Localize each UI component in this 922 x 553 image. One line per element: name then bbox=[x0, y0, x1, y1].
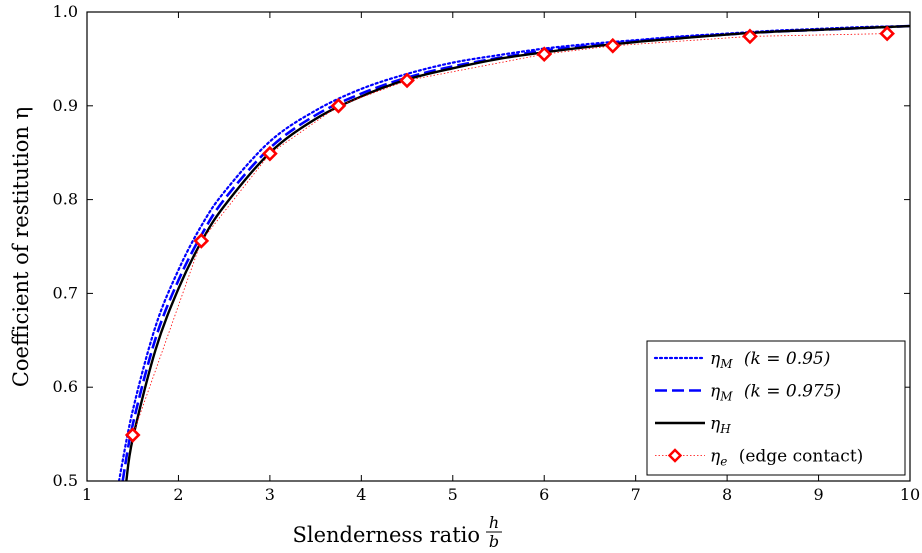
series-layer bbox=[117, 24, 910, 481]
x-tick-label: 2 bbox=[173, 485, 183, 504]
y-tick-label: 0.9 bbox=[53, 96, 78, 115]
x-axis-title: Slenderness ratio bbox=[292, 523, 480, 547]
series-3 bbox=[125, 24, 910, 481]
series-4 bbox=[124, 25, 895, 443]
y-tick-label: 0.7 bbox=[53, 283, 78, 302]
x-axis-title-numerator: h bbox=[489, 513, 499, 532]
x-tick-label: 9 bbox=[813, 485, 823, 504]
data-point-marker bbox=[124, 427, 141, 443]
x-tick-label: 3 bbox=[265, 485, 275, 504]
data-point-marker bbox=[330, 97, 347, 114]
data-point-marker bbox=[742, 28, 758, 45]
y-tick-label: 1.0 bbox=[53, 2, 78, 21]
y-tick-label: 0.6 bbox=[53, 377, 78, 396]
series-line-2 bbox=[121, 24, 910, 481]
data-point-marker bbox=[193, 233, 210, 249]
data-point-marker bbox=[536, 46, 553, 63]
plot-frame bbox=[86, 11, 911, 482]
series-2 bbox=[121, 24, 910, 481]
legend-label: ηM (k = 0.975) bbox=[710, 382, 841, 404]
x-tick-label: 4 bbox=[356, 485, 366, 504]
data-point-marker bbox=[879, 25, 895, 42]
x-axis-title-fraction: h b bbox=[486, 513, 502, 551]
x-tick-label: 6 bbox=[539, 485, 549, 504]
x-tick-label: 7 bbox=[631, 485, 641, 504]
legend: ηM (k = 0.95) ηM (k = 0.975) ηH ηe (edge co… bbox=[646, 340, 906, 476]
legend-label: ηe (edge contact) bbox=[710, 447, 863, 469]
x-tick-label: 5 bbox=[448, 485, 458, 504]
legend-label: ηM (k = 0.95) bbox=[710, 349, 830, 371]
y-tick-label: 0.5 bbox=[53, 471, 78, 490]
x-axis-title-denominator: b bbox=[489, 532, 499, 551]
x-tick-label: 8 bbox=[722, 485, 732, 504]
y-tick-label: 0.8 bbox=[53, 190, 78, 209]
data-point-marker bbox=[604, 37, 621, 54]
series-line-3 bbox=[125, 24, 910, 481]
data-point-marker bbox=[262, 145, 278, 162]
y-axis-title: Coefficient of restitution η bbox=[9, 107, 33, 387]
x-tick-label: 1 bbox=[82, 485, 92, 504]
data-point-marker bbox=[399, 72, 415, 89]
axes-layer: 1 2 3 4 5 6 7 8 9 10 0.5 0.6 0.7 0.8 0.9 1.0 bbox=[53, 2, 921, 504]
x-tick-label: 10 bbox=[900, 485, 920, 504]
legend-label: ηH bbox=[710, 414, 731, 436]
legend-box bbox=[646, 340, 906, 476]
legend-marker bbox=[667, 448, 683, 463]
